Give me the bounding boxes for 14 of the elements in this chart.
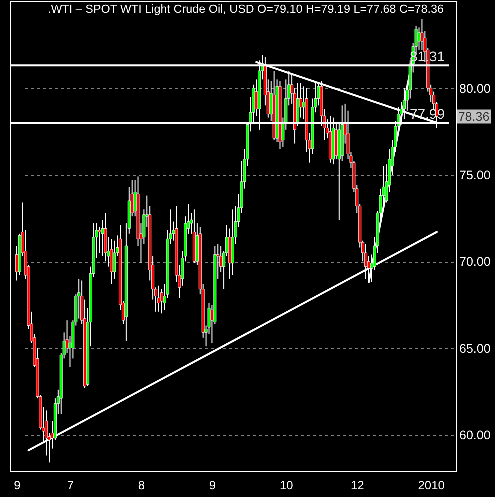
x-tick-label: 2010 <box>418 478 446 492</box>
y-tick-label: 75.00 <box>460 168 491 182</box>
y-tick-label: 80.00 <box>460 82 491 96</box>
x-tick-label: 9 <box>14 478 22 492</box>
text: 78.36 <box>458 110 490 124</box>
x-tick-label: 10 <box>280 478 294 492</box>
y-tick-label: 70.00 <box>460 255 491 270</box>
x-tick-label: 7 <box>67 478 74 492</box>
y-tick-label: 60.00 <box>460 428 491 442</box>
x-tick-label: 9 <box>209 478 216 492</box>
x-tick-label: 12 <box>350 478 365 492</box>
x-tick-label: 8 <box>138 478 146 492</box>
y-tick-label: 65.00 <box>460 342 491 356</box>
chart-title: .WTI – SPOT WTI Light Crude Oil, USD O=79.10 H=79.19 L=77.68 C=78.36 <box>48 3 444 16</box>
